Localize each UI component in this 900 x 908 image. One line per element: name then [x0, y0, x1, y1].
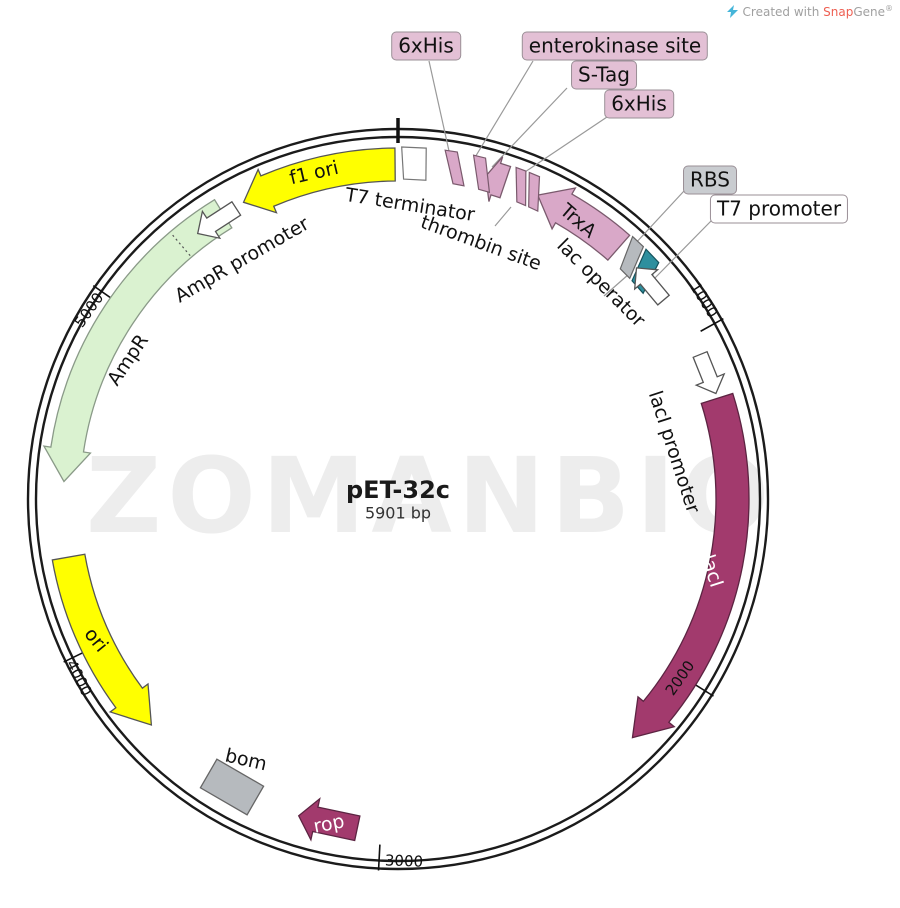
- feature-rop-arrow: [297, 797, 361, 842]
- plasmid-size: 5901 bp: [364, 503, 432, 523]
- feature-6xhis-2-block: [528, 171, 541, 213]
- leader-line: [633, 190, 685, 246]
- plasmid-name: pET-32c: [345, 476, 451, 504]
- feature-t7-promoter-arrow: [633, 267, 671, 306]
- snapgene-credit: Created with SnapGene®: [726, 4, 893, 19]
- feature-trxa: [536, 187, 631, 262]
- tick-mark-3000: [377, 844, 381, 871]
- credit-text: Created with SnapGene®: [742, 4, 893, 19]
- leader-line: [651, 219, 713, 282]
- feature-laci-promoter-arrow: [692, 350, 726, 395]
- ampr-signal-divider: [170, 232, 191, 257]
- tick-mark-1000: [700, 317, 724, 332]
- leader-line: [515, 114, 611, 179]
- leader-line: [428, 60, 450, 152]
- feature-f1-ori: [242, 147, 396, 214]
- feature-ampr: [42, 198, 233, 483]
- feature-6xhis-1-block: [444, 149, 465, 187]
- feature-thrombin-site-block: [515, 166, 527, 207]
- leader-line: [603, 273, 630, 297]
- leader-line: [491, 87, 568, 168]
- snapgene-bolt-icon: [726, 5, 738, 18]
- feature-ori: [51, 553, 153, 726]
- feature-t7-terminator-block: [401, 146, 427, 181]
- feature-enterokinase-site-block: [472, 154, 491, 194]
- watermark: ZOMANBIO: [86, 435, 776, 557]
- feature-rbs-block: [619, 235, 645, 280]
- feature-bom-block: [199, 758, 265, 816]
- feature-ampr-promoter-arrow: [196, 200, 242, 240]
- feature-laci: [631, 392, 750, 739]
- feature-s-tag: [485, 156, 512, 202]
- leader-line: [494, 206, 512, 227]
- leader-line: [473, 60, 534, 160]
